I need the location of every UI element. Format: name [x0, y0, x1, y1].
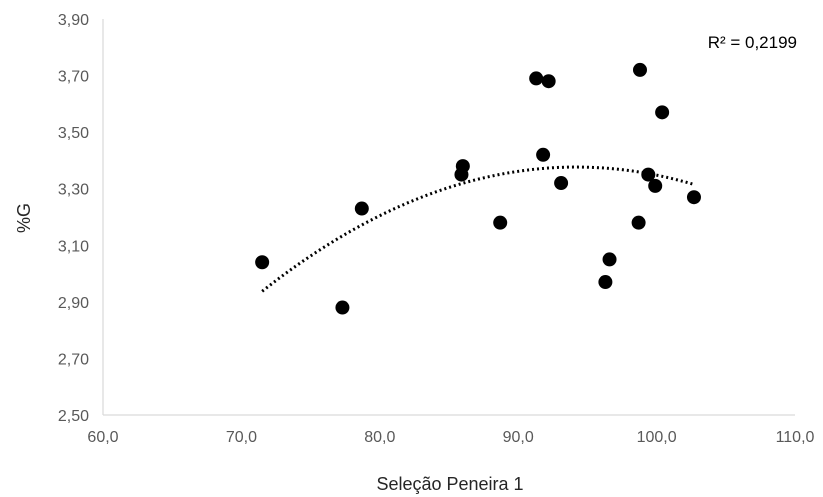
data-point [686, 190, 701, 205]
data-point [602, 252, 617, 267]
data-point [598, 275, 613, 290]
y-tick-label: 2,90 [58, 295, 89, 312]
data-point [354, 201, 369, 216]
data-point [631, 215, 646, 230]
data-points [255, 62, 701, 315]
y-axis-title: %G [14, 203, 34, 233]
trendline [261, 165, 695, 293]
x-tick-label: 90,0 [503, 429, 534, 446]
x-axis-title: Seleção Peneira 1 [376, 474, 523, 494]
data-point [648, 178, 663, 193]
y-tick-label: 3,10 [58, 238, 89, 255]
x-tick-label: 70,0 [226, 429, 257, 446]
data-point [632, 62, 647, 77]
data-point [529, 71, 544, 86]
y-tick-label: 3,50 [58, 125, 89, 142]
x-tick-label: 80,0 [364, 429, 395, 446]
x-tick-label: 60,0 [87, 429, 118, 446]
data-point [641, 167, 656, 182]
y-tick-label: 3,30 [58, 182, 89, 199]
data-point [536, 147, 551, 162]
data-point [255, 255, 270, 270]
y-tick-label: 2,70 [58, 351, 89, 368]
data-point [335, 300, 350, 315]
y-tick-label: 3,70 [58, 69, 89, 86]
r-squared-label: R² = 0,2199 [708, 33, 797, 52]
y-tick-label: 3,90 [58, 12, 89, 29]
data-point [493, 215, 508, 230]
data-point [454, 167, 469, 182]
y-tick-label: 2,50 [58, 408, 89, 425]
data-point [554, 176, 569, 191]
x-tick-label: 110,0 [776, 429, 815, 446]
data-point [655, 105, 670, 120]
tick-labels: 60,0 70,0 80,0 90,0 100,0 110,0 2,50 2,70 2,90 3,… [58, 12, 815, 446]
x-tick-label: 100,0 [637, 429, 677, 446]
axes [102, 19, 795, 416]
data-point [541, 74, 556, 89]
